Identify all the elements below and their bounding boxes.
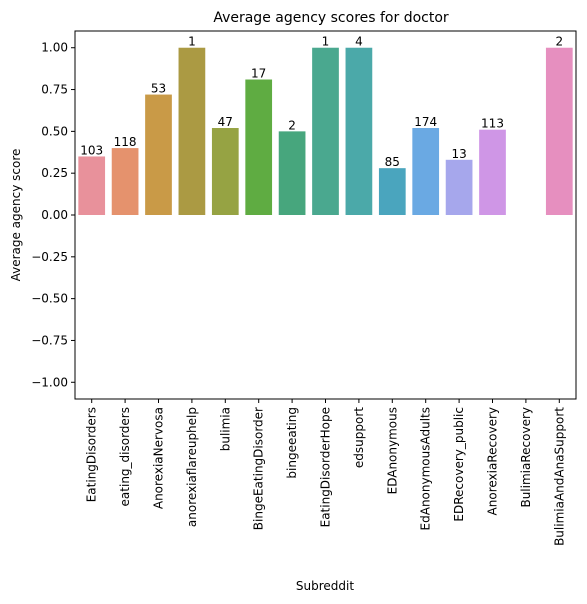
x-tick-label: EdAnonymousAdults bbox=[419, 407, 433, 530]
y-axis: −1.00 −0.75 −0.50 −0.25 0.00 0.25 0.50 0.75 1.00 bbox=[31, 41, 75, 389]
bar-EatingDisorders bbox=[78, 156, 106, 215]
x-tick-label: eating_disorders bbox=[118, 407, 132, 506]
bar-eating_disorders bbox=[111, 148, 139, 215]
x-tick-label: AnorexiaRecovery bbox=[486, 407, 500, 515]
y-tick-label: 0.00 bbox=[41, 208, 68, 222]
bar-data-label: 174 bbox=[414, 115, 437, 129]
x-tick-label: bulimia bbox=[218, 407, 232, 451]
bar-EDRecovery_public bbox=[445, 159, 473, 215]
x-axis-label: Subreddit bbox=[296, 579, 354, 593]
bar-data-label: 113 bbox=[481, 117, 504, 131]
x-tick-label: BingeEatingDisorder bbox=[252, 407, 266, 530]
x-tick-label: BulimiaAndAnaSupport bbox=[552, 407, 566, 546]
x-tick-label: anorexiaflareuphelp bbox=[185, 407, 199, 527]
bar-AnorexiaNervosa bbox=[145, 94, 172, 215]
bar-EatingDisorderHope bbox=[312, 47, 339, 216]
bar-BingeEatingDisorder bbox=[245, 79, 273, 215]
bar-data-label: 17 bbox=[251, 67, 266, 81]
bar-data-label: 13 bbox=[451, 147, 466, 161]
bar-AnorexiaRecovery bbox=[479, 129, 506, 215]
bar-data-label: 85 bbox=[385, 155, 400, 169]
bar-data-label: 53 bbox=[151, 82, 166, 96]
x-tick-label: bingeeating bbox=[285, 407, 299, 479]
y-tick-label: 0.25 bbox=[41, 166, 68, 180]
x-tick-label: EatingDisorders bbox=[85, 407, 99, 502]
bar-edsupport bbox=[345, 47, 373, 216]
y-tick-label: 1.00 bbox=[41, 41, 68, 55]
bar-data-label: 1 bbox=[322, 35, 330, 49]
bar-data-label: 47 bbox=[218, 115, 233, 129]
x-tick-label: BulimiaRecovery bbox=[519, 407, 533, 508]
bar-bingeeating bbox=[278, 131, 306, 215]
bar-BulimiaAndAnaSupport bbox=[545, 47, 573, 216]
bars-group bbox=[78, 47, 573, 216]
x-tick-label: EDAnonymous bbox=[385, 407, 399, 494]
bar-anorexiaflareuphelp bbox=[178, 47, 206, 216]
x-tick-label: EDRecovery_public bbox=[452, 407, 466, 522]
bar-EDAnonymous bbox=[378, 168, 406, 215]
bar-data-label: 118 bbox=[114, 135, 137, 149]
y-tick-label: −0.25 bbox=[31, 250, 68, 264]
chart-title: Average agency scores for doctor bbox=[213, 10, 449, 26]
bar-bulimia bbox=[211, 128, 239, 215]
y-tick-label: 0.50 bbox=[41, 124, 68, 138]
bar-data-label: 2 bbox=[288, 118, 296, 132]
y-tick-label: 0.75 bbox=[41, 83, 68, 97]
x-tick-label: EatingDisorderHope bbox=[319, 407, 333, 527]
bar-EdAnonymousAdults bbox=[412, 128, 440, 215]
bar-data-label: 1 bbox=[188, 35, 196, 49]
bar-labels-group: 103 118 53 1 47 17 2 1 4 85 174 13 113 2 bbox=[80, 35, 563, 169]
x-tick-label: edsupport bbox=[352, 407, 366, 468]
y-tick-label: −0.75 bbox=[31, 333, 68, 347]
bar-data-label: 4 bbox=[355, 35, 363, 49]
y-tick-label: −1.00 bbox=[31, 375, 68, 389]
x-axis: EatingDisorders eating_disorders AnorexiaN… bbox=[85, 399, 566, 546]
x-tick-label: AnorexiaNervosa bbox=[152, 407, 166, 509]
y-tick-label: −0.50 bbox=[31, 292, 68, 306]
bar-data-label: 103 bbox=[80, 143, 103, 157]
bar-data-label: 2 bbox=[555, 35, 563, 49]
y-axis-label: Average agency score bbox=[9, 149, 23, 282]
